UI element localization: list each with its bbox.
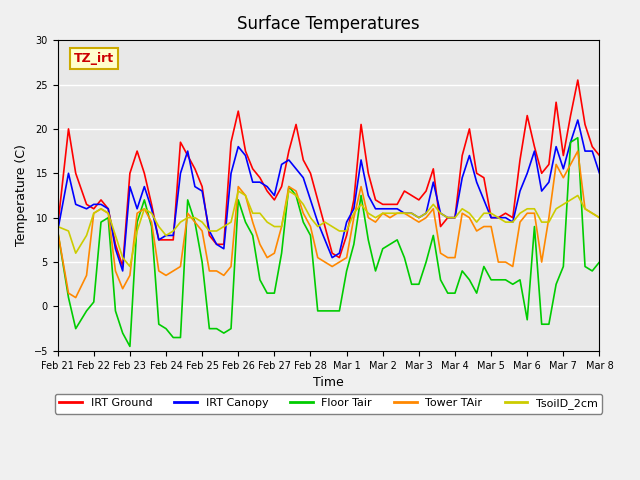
Title: Surface Temperatures: Surface Temperatures — [237, 15, 420, 33]
Legend: IRT Ground, IRT Canopy, Floor Tair, Tower TAir, TsoilD_2cm: IRT Ground, IRT Canopy, Floor Tair, Towe… — [55, 394, 602, 414]
Text: TZ_irt: TZ_irt — [74, 52, 114, 65]
X-axis label: Time: Time — [313, 376, 344, 389]
Y-axis label: Temperature (C): Temperature (C) — [15, 144, 28, 246]
